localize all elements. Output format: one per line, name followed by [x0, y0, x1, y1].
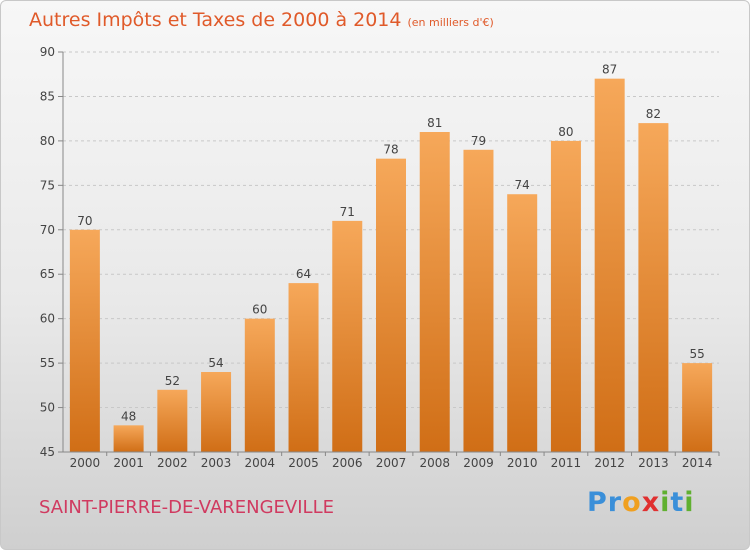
bar-value-label: 52: [165, 374, 180, 388]
x-tick-label: 2006: [332, 456, 363, 470]
logo-letter: o: [622, 487, 642, 518]
bar-value-label: 79: [471, 134, 486, 148]
proxiti-logo[interactable]: Proxiti: [587, 487, 695, 518]
x-tick-label: 2013: [638, 456, 669, 470]
y-tick-label: 80: [40, 134, 55, 148]
x-tick-label: 2008: [419, 456, 450, 470]
x-tick-label: 2010: [507, 456, 538, 470]
logo-letter: i: [660, 487, 671, 518]
logo-letter: P: [587, 487, 608, 518]
bar-2002[interactable]: [157, 389, 188, 452]
bar-value-label: 80: [558, 125, 573, 139]
y-tick-label: 90: [40, 45, 55, 59]
y-tick-label: 50: [40, 401, 55, 415]
bar-2004[interactable]: [244, 318, 275, 452]
bar-value-label: 78: [383, 143, 398, 157]
bar-value-label: 87: [602, 63, 617, 77]
bar-2007[interactable]: [376, 158, 406, 452]
x-tick-label: 2012: [594, 456, 625, 470]
logo-letter: t: [670, 487, 685, 518]
y-tick-label: 85: [40, 89, 55, 103]
logo-letter: i: [684, 487, 695, 518]
chart-unit-note: (en milliers d'€): [407, 16, 494, 29]
bar-value-label: 55: [689, 347, 704, 361]
bar-2006[interactable]: [332, 220, 363, 452]
logo-letter: x: [641, 487, 661, 518]
logo-letter: r: [607, 487, 623, 518]
bar-2011[interactable]: [550, 140, 581, 452]
x-tick-label: 2007: [376, 456, 407, 470]
x-tick-label: 2004: [245, 456, 276, 470]
bar-value-label: 81: [427, 116, 442, 130]
bar-2013[interactable]: [638, 123, 669, 452]
x-tick-label: 2003: [201, 456, 232, 470]
x-tick-label: 2001: [113, 456, 144, 470]
bar-2010[interactable]: [507, 194, 538, 452]
bar-value-label: 64: [296, 267, 311, 281]
y-tick-label: 65: [40, 267, 55, 281]
y-tick-label: 60: [40, 312, 55, 326]
bar-value-label: 54: [208, 356, 223, 370]
bar-2000[interactable]: [69, 229, 100, 452]
bar-2012[interactable]: [594, 78, 625, 453]
x-tick-label: 2011: [551, 456, 582, 470]
bar-2009[interactable]: [463, 149, 494, 452]
bar-value-label: 48: [121, 409, 136, 423]
bar-value-label: 74: [515, 178, 530, 192]
commune-name: SAINT-PIERRE-DE-VARENGEVILLE: [39, 497, 334, 518]
y-tick-label: 55: [40, 356, 55, 370]
chart-title-text: Autres Impôts et Taxes de 2000 à 2014: [29, 9, 402, 31]
x-tick-label: 2000: [70, 456, 101, 470]
y-tick-label: 75: [40, 178, 55, 192]
x-tick-label: 2002: [157, 456, 188, 470]
chart-title: Autres Impôts et Taxes de 2000 à 2014 (en…: [29, 9, 494, 31]
bar-2008[interactable]: [419, 132, 450, 452]
bar-value-label: 71: [340, 205, 355, 219]
bar-2005[interactable]: [288, 283, 319, 452]
bar-2003[interactable]: [201, 372, 232, 452]
x-tick-label: 2005: [288, 456, 319, 470]
bar-value-label: 82: [646, 107, 661, 121]
bar-2001[interactable]: [113, 425, 144, 452]
bar-value-label: 70: [77, 214, 92, 228]
x-tick-label: 2009: [463, 456, 494, 470]
y-tick-label: 45: [40, 445, 55, 459]
bar-value-label: 60: [252, 303, 267, 317]
x-tick-label: 2014: [682, 456, 713, 470]
bar-2014[interactable]: [682, 363, 713, 452]
y-tick-label: 70: [40, 223, 55, 237]
